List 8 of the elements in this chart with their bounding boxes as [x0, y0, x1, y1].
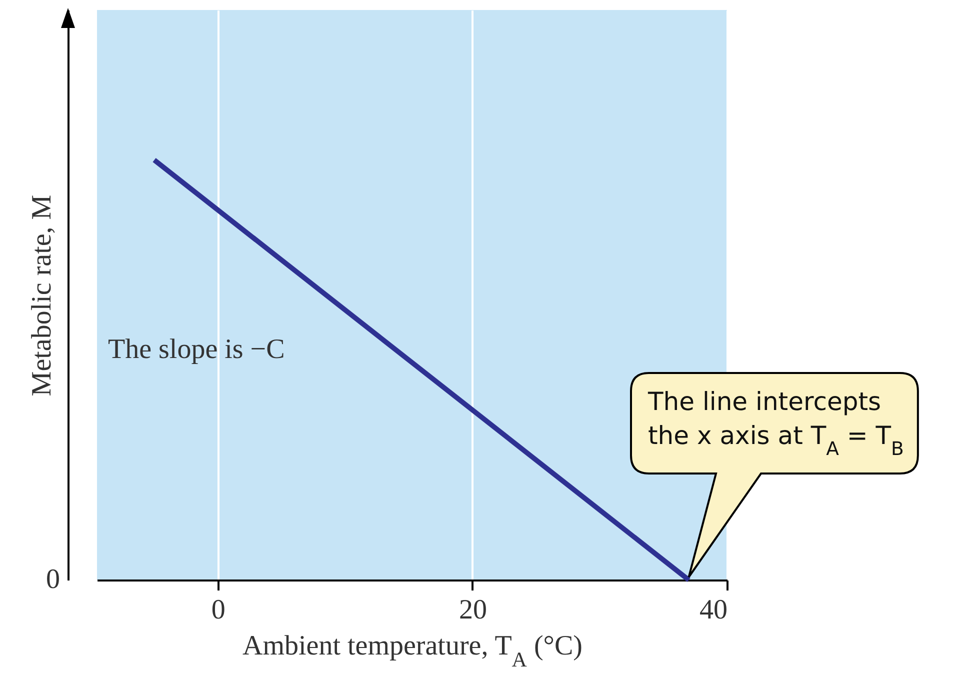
annotation: The line intercepts the x axis at T$_{A}$ = T$_{B}$ — [647, 387, 904, 460]
x-tick-label: 20 — [458, 594, 487, 626]
x-tick-label: 0 — [211, 594, 226, 626]
annotation: The slope is −C — [108, 334, 285, 365]
text: 0 — [46, 564, 60, 595]
x-tick-label: 40 — [700, 594, 728, 626]
y-axis-title: Metabolic rate, M — [26, 194, 58, 396]
x-axis-title: Ambient temperature, T$_{A}$ (°C) — [242, 630, 582, 672]
